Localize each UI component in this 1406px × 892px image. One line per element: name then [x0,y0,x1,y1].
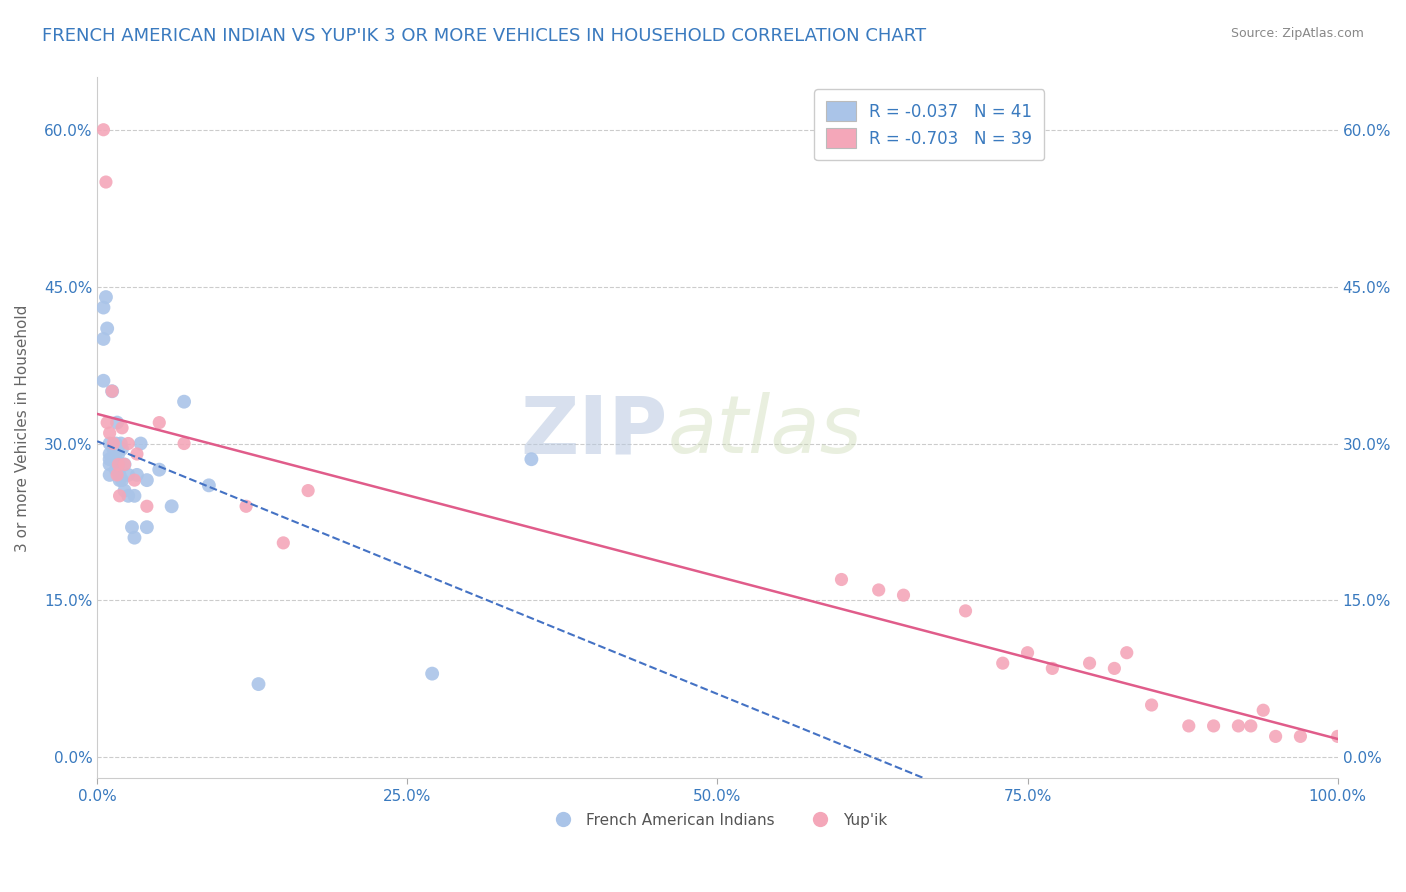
Point [110,436,132,450]
Point [1178,719,1201,733]
Point [104,452,127,467]
Point [103,436,125,450]
Point [135,473,157,487]
Point [1104,661,1126,675]
Point [135,520,157,534]
Point [101,384,124,399]
Point [108,467,131,482]
Point [1240,719,1263,733]
Point [98,447,121,461]
Point [111,473,134,487]
Point [96,321,118,335]
Y-axis label: 3 or more Vehicles in Household: 3 or more Vehicles in Household [15,304,30,551]
Point [1078,656,1101,670]
Point [125,467,148,482]
Point [955,604,977,618]
Point [108,489,131,503]
Point [111,421,134,435]
Point [1115,646,1137,660]
Point [94,175,117,189]
Point [98,452,121,467]
Point [247,677,270,691]
Point [107,447,129,461]
Point [1202,719,1225,733]
Point [1227,719,1250,733]
Point [104,436,127,450]
Point [107,458,129,472]
Point [114,458,136,472]
Point [121,520,143,534]
Point [117,467,139,482]
Point [893,588,915,602]
Point [1289,730,1312,744]
Point [98,467,121,482]
Point [297,483,319,498]
Text: ZIP: ZIP [520,392,668,470]
Point [105,416,128,430]
Point [107,458,129,472]
Point [830,573,852,587]
Point [124,489,146,503]
Point [124,473,146,487]
Point [148,416,170,430]
Point [103,442,125,456]
Point [114,458,136,472]
Point [108,473,131,487]
Point [173,394,195,409]
Point [93,122,115,136]
Point [271,536,294,550]
Point [96,416,118,430]
Point [991,656,1014,670]
Point [868,582,890,597]
Point [114,483,136,498]
Text: FRENCH AMERICAN INDIAN VS YUP'IK 3 OR MORE VEHICLES IN HOUSEHOLD CORRELATION CHA: FRENCH AMERICAN INDIAN VS YUP'IK 3 OR MO… [42,27,927,45]
Point [420,666,443,681]
Point [98,458,121,472]
Point [117,436,139,450]
Point [125,447,148,461]
Point [117,489,139,503]
Point [93,332,115,346]
Point [173,436,195,450]
Point [104,463,127,477]
Point [98,436,121,450]
Point [1017,646,1039,660]
Text: Source: ZipAtlas.com: Source: ZipAtlas.com [1230,27,1364,40]
Point [111,442,134,456]
Point [160,500,183,514]
Point [124,531,146,545]
Point [98,425,121,440]
Point [105,467,128,482]
Point [1264,730,1286,744]
Legend: French American Indians, Yup'ik: French American Indians, Yup'ik [541,806,893,834]
Point [93,374,115,388]
Point [94,290,117,304]
Point [1251,703,1274,717]
Point [1326,730,1348,744]
Point [148,463,170,477]
Point [93,301,115,315]
Point [101,384,124,399]
Point [198,478,221,492]
Text: atlas: atlas [668,392,862,470]
Point [1140,698,1163,712]
Point [235,500,257,514]
Point [1040,661,1063,675]
Point [129,436,152,450]
Point [520,452,543,467]
Point [135,500,157,514]
